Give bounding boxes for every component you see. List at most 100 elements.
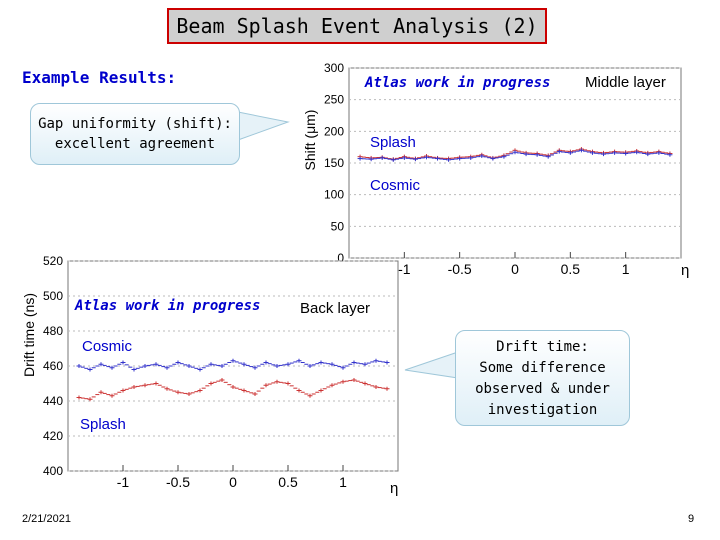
cosmic-point — [197, 367, 203, 372]
splash-point — [76, 395, 82, 400]
callout-gap-line1: Gap uniformity (shift): — [38, 116, 232, 132]
callout-drift-time: Drift time: Some difference observed & u… — [455, 330, 630, 426]
cosmic-point — [479, 154, 485, 159]
drift-annotation-splash: Splash — [80, 416, 126, 433]
cosmic-point — [307, 364, 313, 368]
cosmic-point — [435, 156, 441, 161]
y-tick-label: 50 — [331, 219, 345, 233]
cosmic-point — [501, 154, 507, 159]
cosmic-point — [296, 358, 302, 363]
shift-annotation-layer: Middle layer — [585, 74, 666, 91]
splash-point — [274, 379, 280, 384]
splash-point — [186, 392, 192, 396]
x-tick-label: -1 — [398, 261, 411, 277]
cosmic-point — [285, 362, 291, 367]
y-tick-label: 460 — [43, 359, 63, 373]
cosmic-point — [368, 157, 374, 162]
cosmic-point — [351, 360, 357, 365]
cosmic-point — [446, 157, 452, 162]
x-tick-label: 0.5 — [561, 261, 581, 277]
cosmic-point — [589, 150, 595, 155]
x-tick-label: 0.5 — [278, 474, 298, 490]
cosmic-point — [76, 364, 82, 368]
cosmic-point — [384, 360, 390, 365]
splash-point — [296, 388, 302, 393]
cosmic-point — [362, 362, 368, 367]
cosmic-point — [556, 149, 562, 154]
callout-drift-line1: Drift time: — [496, 339, 589, 355]
splash-point — [197, 388, 203, 393]
drift-annotation-atlas: Atlas work in progress — [74, 298, 260, 314]
y-tick-label: 520 — [43, 255, 63, 268]
example-results-label: Example Results: — [22, 68, 177, 87]
cosmic-point — [230, 358, 236, 363]
cosmic-point — [274, 364, 280, 368]
splash-point — [164, 386, 170, 391]
y-tick-label: 500 — [43, 289, 63, 303]
cosmic-point — [219, 364, 225, 368]
splash-point — [373, 385, 379, 389]
cosmic-point — [373, 358, 379, 363]
cosmic-point — [423, 155, 429, 160]
splash-point — [230, 385, 236, 389]
callout-gap-line2: excellent agreement — [54, 136, 216, 152]
splash-point — [131, 385, 137, 389]
drift-annotation-layer: Back layer — [300, 300, 370, 317]
splash-point — [241, 388, 247, 393]
cosmic-point — [153, 362, 159, 367]
shift-ylabel: Shift (μm) — [302, 110, 318, 171]
cosmic-point — [567, 150, 573, 155]
splash-point — [329, 383, 335, 388]
cosmic-point — [412, 157, 418, 162]
x-tick-label: 0 — [511, 261, 519, 277]
x-tick-label: 0 — [229, 474, 237, 490]
cosmic-point — [252, 365, 258, 370]
y-tick-label: 150 — [324, 156, 344, 170]
shift-xlabel: η — [681, 262, 689, 279]
y-tick-label: 480 — [43, 324, 63, 338]
splash-point — [87, 397, 93, 402]
cosmic-point — [318, 360, 324, 365]
callout-drift-line3: observed & under — [475, 381, 610, 397]
splash-point — [285, 381, 291, 386]
drift-ylabel: Drift time (ns) — [21, 293, 37, 377]
cosmic-point — [468, 155, 474, 160]
cosmic-point — [523, 152, 529, 157]
cosmic-point — [131, 367, 137, 372]
cosmic-point — [186, 364, 192, 368]
cosmic-point — [263, 360, 269, 365]
splash-point — [153, 381, 159, 386]
cosmic-point — [512, 150, 518, 155]
splash-point — [109, 393, 115, 398]
drift-chart: 400 420 440 460 480 500 520 -1 -0.5 0 0.5 1 Drift … — [21, 255, 399, 497]
cosmic-point — [208, 362, 214, 367]
y-tick-label: 100 — [324, 188, 344, 202]
y-tick-label: 440 — [43, 394, 63, 408]
drift-xlabel: η — [390, 480, 398, 497]
shift-annotation-atlas: Atlas work in progress — [364, 75, 550, 91]
splash-point — [263, 383, 269, 388]
cosmic-point — [329, 362, 335, 367]
splash-point — [384, 386, 390, 391]
splash-point — [208, 381, 214, 386]
x-tick-label: 1 — [339, 474, 347, 490]
cosmic-point — [578, 148, 584, 153]
cosmic-point — [142, 364, 148, 368]
splash-point — [307, 393, 313, 398]
drift-annotation-cosmic: Cosmic — [82, 338, 133, 355]
slide-page-number: 9 — [688, 513, 695, 525]
shift-chart: 0 50 100 150 200 250 300 -1 -0.5 0 0.5 1 Shift (μm… — [302, 61, 689, 279]
cosmic-point — [457, 156, 463, 161]
splash-point — [120, 388, 126, 393]
cosmic-point — [545, 154, 551, 159]
y-tick-label: 250 — [324, 93, 344, 107]
cosmic-point — [667, 152, 673, 157]
splash-point — [362, 381, 368, 386]
splash-point — [318, 388, 324, 393]
x-tick-label: -1 — [117, 474, 130, 490]
callout-gap-pointer — [237, 111, 290, 141]
splash-point — [351, 378, 357, 382]
y-tick-label: 200 — [324, 124, 344, 138]
y-tick-label: 300 — [324, 61, 344, 75]
